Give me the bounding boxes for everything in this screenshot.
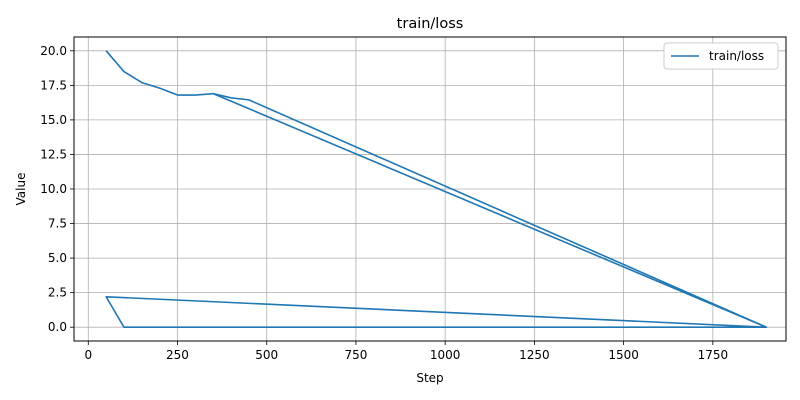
x-tick-label: 1750	[698, 348, 729, 362]
x-tick-label: 1000	[430, 348, 461, 362]
legend-box	[663, 42, 779, 70]
x-tick-label: 500	[255, 348, 278, 362]
grid	[74, 37, 786, 341]
x-axis: 0 250 500 750 1000 1250 1500 1750	[84, 341, 728, 362]
y-tick-label: 17.5	[40, 78, 67, 92]
series-layer	[105, 50, 768, 328]
legend: train/loss	[663, 42, 779, 70]
x-axis-title: Step	[416, 371, 443, 385]
y-tick-label: 12.5	[40, 147, 67, 161]
y-tick-label: 0.0	[48, 320, 67, 334]
y-tick-label: 2.5	[48, 286, 67, 300]
x-tick-label: 1250	[519, 348, 550, 362]
y-tick-label: 10.0	[40, 182, 67, 196]
series-line-1	[212, 92, 767, 328]
chart-title: train/loss	[397, 16, 464, 32]
y-tick-label: 20.0	[40, 44, 67, 58]
x-tick-label: 0	[84, 348, 92, 362]
y-tick-label: 5.0	[48, 251, 67, 265]
legend-label: train/loss	[709, 49, 764, 63]
x-tick-label: 250	[166, 348, 189, 362]
y-tick-label: 7.5	[48, 217, 67, 231]
x-tick-label: 750	[344, 348, 367, 362]
y-axis: 0.0 2.5 5.0 7.5 10.0 12.5 15.0 17.5 20.0	[40, 44, 74, 334]
x-tick-label: 1500	[608, 348, 639, 362]
y-tick-label: 15.0	[40, 113, 67, 127]
y-axis-title: Value	[14, 173, 28, 206]
